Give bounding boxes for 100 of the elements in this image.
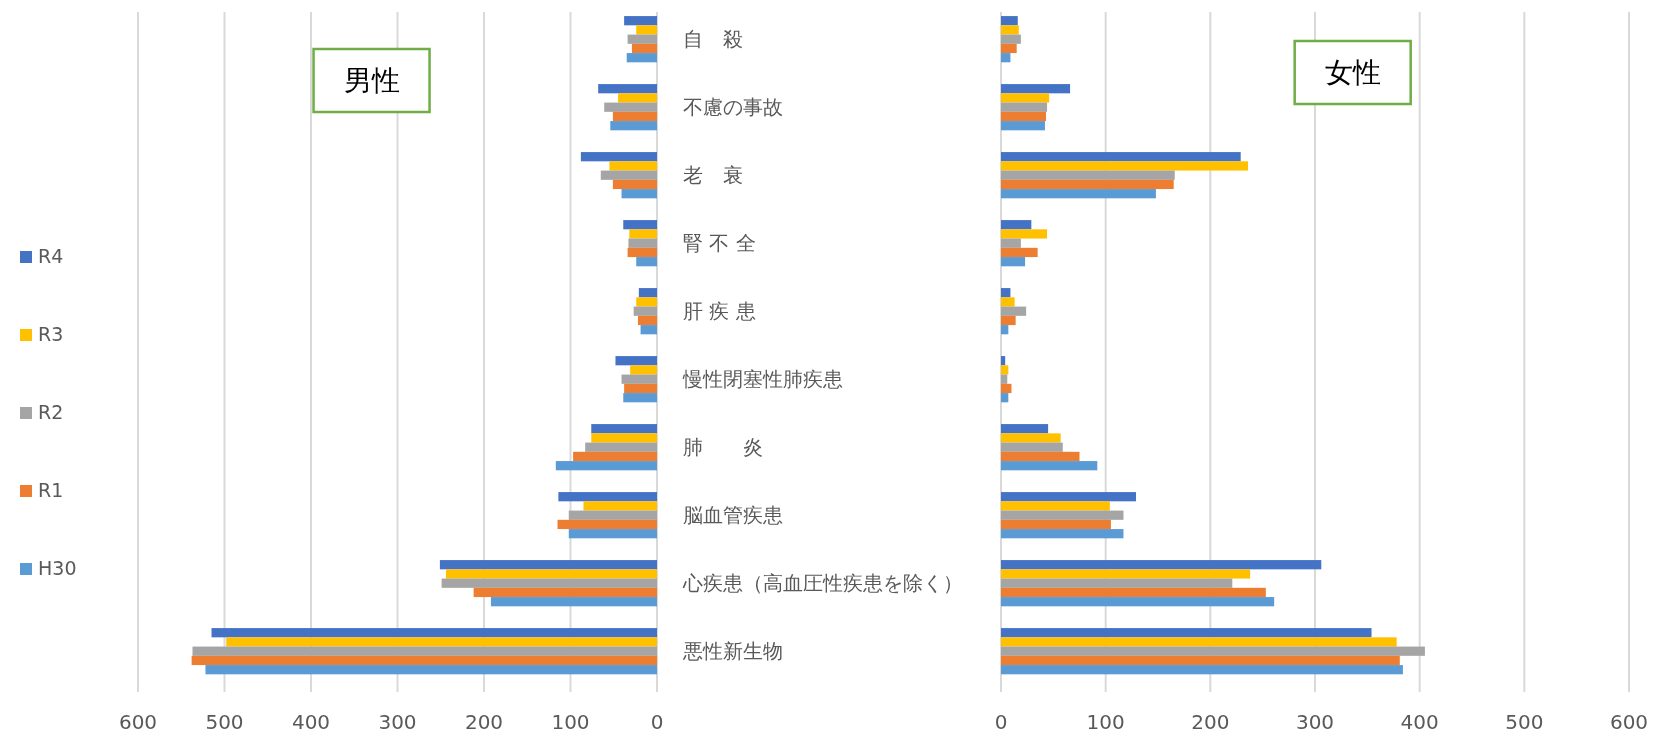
bar xyxy=(558,492,657,502)
bar xyxy=(1001,189,1156,199)
x-tick-label: 200 xyxy=(464,710,504,734)
bar xyxy=(637,315,657,326)
bar xyxy=(1001,238,1021,248)
y-tick-label: 肝 疾 患 xyxy=(683,299,756,324)
bar xyxy=(226,637,657,647)
x-tick-label: 200 xyxy=(1191,710,1230,734)
bar xyxy=(629,229,657,239)
bar xyxy=(623,393,657,403)
bar xyxy=(1001,34,1021,44)
bar xyxy=(439,560,657,570)
y-tick-label: 肺 炎 xyxy=(683,435,763,460)
bar xyxy=(1001,492,1137,502)
bar xyxy=(621,374,657,384)
bar xyxy=(580,152,657,162)
bar xyxy=(1001,461,1098,471)
bar xyxy=(615,356,657,366)
bar xyxy=(585,442,657,452)
bar xyxy=(568,529,657,539)
bar xyxy=(624,383,657,394)
bar xyxy=(557,519,657,530)
bar xyxy=(1001,424,1049,434)
bar xyxy=(1001,93,1050,103)
x-tick-label: 0 xyxy=(994,710,1008,734)
bar xyxy=(1001,229,1048,239)
legend-label: R3 xyxy=(38,322,64,345)
x-tick-label: 100 xyxy=(1086,710,1125,734)
text: 女性 xyxy=(1324,56,1381,89)
bar xyxy=(1001,325,1009,335)
bar xyxy=(600,170,657,180)
bar xyxy=(621,189,657,199)
bar xyxy=(1001,152,1241,162)
bar xyxy=(636,297,657,307)
x-tick-label: 400 xyxy=(1400,710,1439,734)
bar xyxy=(1001,510,1124,520)
bar xyxy=(598,84,657,94)
bar xyxy=(473,587,657,598)
bar xyxy=(573,451,657,462)
x-tick-label: 0 xyxy=(650,710,664,734)
bar xyxy=(1001,646,1425,656)
bar xyxy=(1001,356,1006,366)
bar xyxy=(623,220,657,230)
bar xyxy=(568,510,657,520)
bar xyxy=(1001,374,1008,384)
bar xyxy=(612,179,657,190)
bar xyxy=(1001,179,1174,190)
bar xyxy=(1001,16,1018,26)
x-tick-label: 500 xyxy=(205,710,244,734)
bar xyxy=(618,93,657,103)
bar xyxy=(1001,25,1019,35)
text: 男性 xyxy=(343,64,400,97)
bar xyxy=(1001,637,1397,647)
bar xyxy=(1001,383,1012,394)
bar xyxy=(612,111,657,122)
bar xyxy=(1001,393,1009,403)
bar xyxy=(627,247,657,258)
x-tick-label: 600 xyxy=(1609,710,1649,734)
x-tick-label: 100 xyxy=(551,710,590,734)
bar xyxy=(1001,578,1233,588)
bar xyxy=(628,238,657,248)
bar xyxy=(633,306,657,316)
y-tick-label: 悪性新生物 xyxy=(682,639,783,664)
bar xyxy=(591,424,657,434)
bar xyxy=(1001,529,1124,539)
bar xyxy=(631,43,657,54)
y-tick-label: 慢性閉塞性肺疾患 xyxy=(682,367,843,392)
y-tick-label: 不慮の事故 xyxy=(683,95,783,120)
bar xyxy=(604,102,657,112)
bar xyxy=(1001,111,1047,122)
x-tick-label: 400 xyxy=(291,710,331,734)
bar xyxy=(1001,257,1026,267)
bar xyxy=(1001,628,1372,638)
bar xyxy=(1001,161,1249,171)
bar xyxy=(1001,315,1016,326)
bar xyxy=(205,665,657,675)
bar xyxy=(1001,84,1071,94)
bar xyxy=(1001,442,1063,452)
x-tick-label: 600 xyxy=(118,710,158,734)
bar xyxy=(1001,121,1045,131)
bar xyxy=(583,501,657,511)
bar xyxy=(1001,433,1061,443)
x-tick-label: 300 xyxy=(1295,710,1335,734)
bar xyxy=(1001,365,1009,375)
bar xyxy=(1001,53,1011,63)
legend-label: R2 xyxy=(38,400,64,423)
bar xyxy=(626,53,657,63)
x-tick-label: 300 xyxy=(378,710,417,734)
bar xyxy=(636,257,657,267)
legend-label: H30 xyxy=(38,556,77,579)
y-tick-label: 脳血管疾患 xyxy=(683,503,783,528)
legend-label: R4 xyxy=(38,244,64,267)
bar xyxy=(211,628,657,638)
bar xyxy=(555,461,657,471)
bar xyxy=(624,16,657,26)
bar xyxy=(627,34,657,44)
bar xyxy=(636,25,657,35)
y-tick-label: 自 殺 xyxy=(683,27,743,52)
bar xyxy=(1001,587,1266,598)
bar xyxy=(640,325,657,335)
